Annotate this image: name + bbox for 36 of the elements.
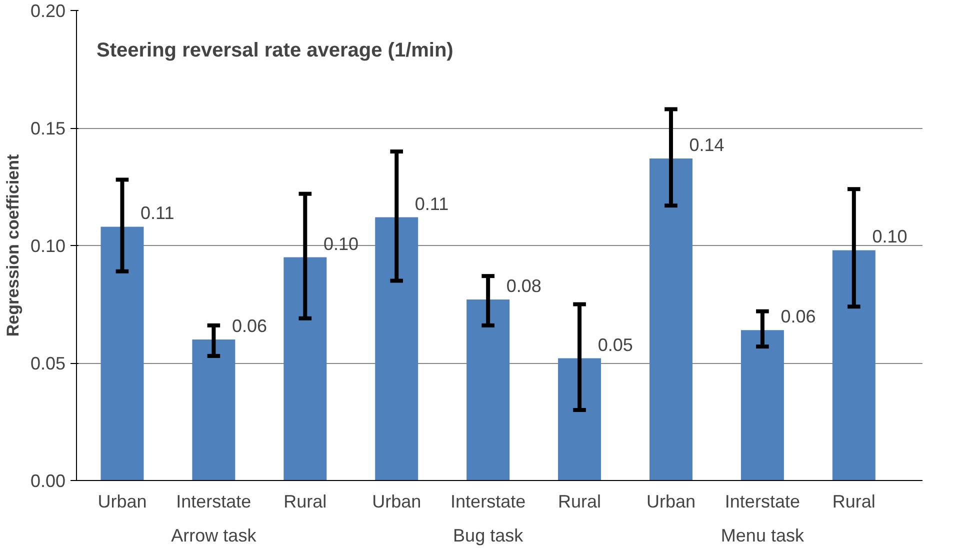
- x-tick-label: Interstate: [724, 492, 800, 512]
- x-tick-label: Rural: [284, 492, 327, 512]
- x-tick-label: Rural: [558, 492, 602, 512]
- data-label: 0.06: [232, 316, 268, 336]
- y-tick-label: 0.10: [30, 236, 66, 256]
- bar: [740, 330, 784, 480]
- x-tick-label: Urban: [98, 492, 147, 512]
- data-label: 0.11: [414, 194, 449, 214]
- x-tick-label: Urban: [372, 492, 422, 512]
- data-label: 0.10: [872, 226, 908, 247]
- y-axis-title: Regression coefficient: [3, 154, 22, 337]
- text: Arrow task: [171, 526, 258, 546]
- bar: [466, 300, 510, 480]
- data-label: 0.08: [506, 276, 542, 296]
- data-label: 0.05: [598, 334, 633, 355]
- y-tick-label: 0.05: [30, 354, 66, 374]
- bar: [832, 250, 876, 480]
- bar: [558, 358, 602, 480]
- text: Steering reversal rate average (1/min): [96, 40, 454, 62]
- text: Menu task: [720, 526, 805, 546]
- bar: [375, 217, 418, 480]
- data-label: 0.11: [140, 203, 174, 224]
- x-tick-label: Interstate: [450, 492, 526, 512]
- bar: [649, 158, 692, 480]
- data-label: 0.14: [689, 135, 724, 156]
- x-tick-label: Rural: [832, 492, 876, 512]
- y-tick-label: 0.15: [30, 118, 66, 138]
- y-tick-label: 0.00: [30, 471, 66, 491]
- text: Bug task: [453, 526, 524, 546]
- bar: [284, 257, 327, 480]
- bar: [192, 340, 236, 480]
- x-tick-label: Urban: [646, 492, 696, 512]
- bar: [100, 226, 144, 480]
- x-tick-label: Interstate: [176, 492, 252, 512]
- data-label: 0.06: [780, 306, 816, 327]
- y-tick-label: 0.20: [30, 1, 66, 21]
